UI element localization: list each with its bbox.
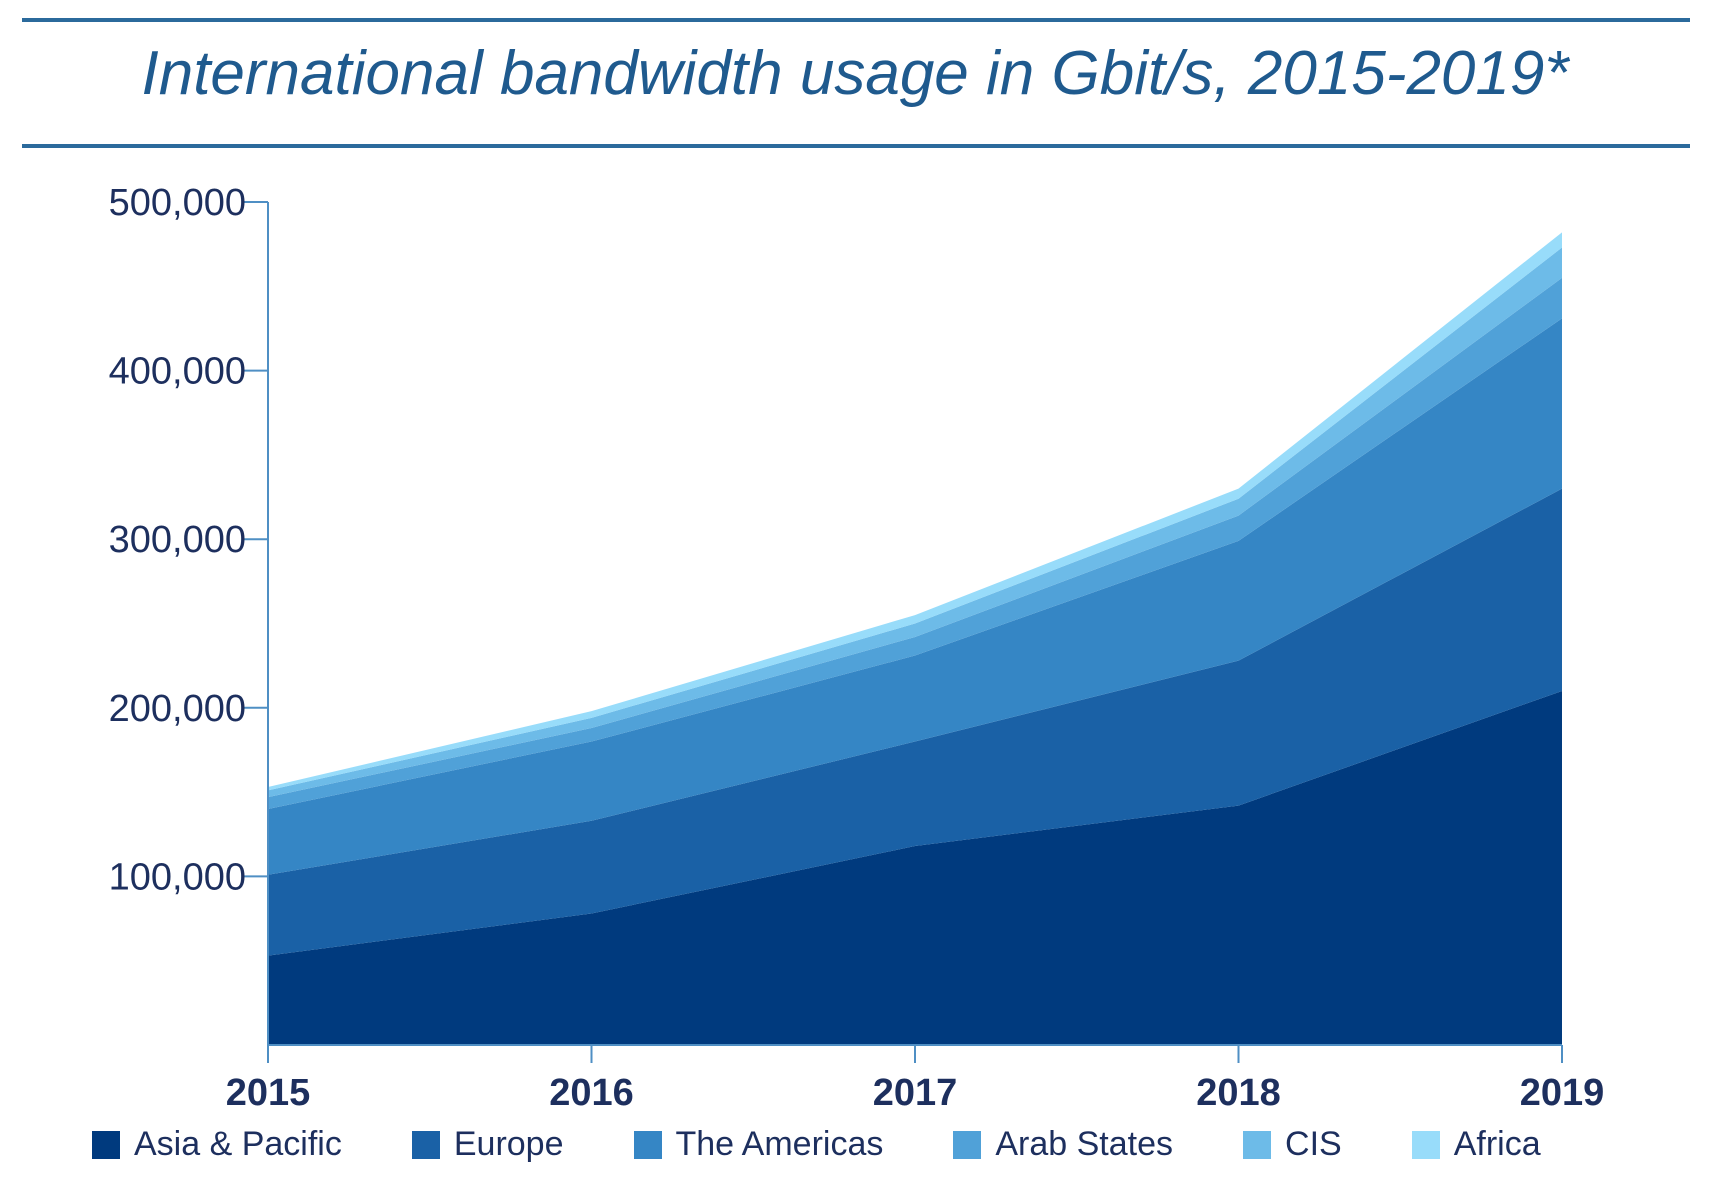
legend-label: Arab States bbox=[995, 1125, 1174, 1163]
legend-item-arab-states: Arab States bbox=[953, 1125, 1173, 1164]
x-tick-label: 2015 bbox=[226, 1072, 311, 1114]
legend-swatch bbox=[633, 1130, 662, 1159]
x-tick-label: 2018 bbox=[1196, 1072, 1281, 1114]
y-tick-label: 400,000 bbox=[109, 351, 246, 393]
y-tick-label: 100,000 bbox=[109, 856, 246, 898]
legend-item-cis: CIS bbox=[1243, 1125, 1342, 1164]
legend-item-the-americas: The Americas bbox=[633, 1125, 884, 1164]
chart-title: International bandwidth usage in Gbit/s,… bbox=[141, 39, 1569, 108]
area-the-americas bbox=[268, 318, 1562, 875]
legend-swatch bbox=[411, 1130, 440, 1159]
y-tick-label: 200,000 bbox=[109, 688, 246, 730]
legend-label: Africa bbox=[1453, 1125, 1541, 1163]
y-tick-label: 500,000 bbox=[109, 182, 246, 224]
x-tick-label: 2016 bbox=[549, 1072, 634, 1114]
legend-item-asia-pacific: Asia & Pacific bbox=[92, 1125, 342, 1164]
title-bottom-rule bbox=[22, 144, 1690, 148]
legend-label: Asia & Pacific bbox=[134, 1125, 342, 1163]
legend-swatch bbox=[1411, 1130, 1440, 1159]
title-top-rule bbox=[22, 18, 1690, 22]
legend-label: The Americas bbox=[675, 1125, 884, 1163]
legend-swatch bbox=[1243, 1130, 1272, 1159]
legend-item-africa: Africa bbox=[1411, 1125, 1541, 1164]
legend-item-europe: Europe bbox=[411, 1125, 564, 1164]
x-tick-label: 2019 bbox=[1520, 1072, 1605, 1114]
legend-swatch bbox=[953, 1130, 982, 1159]
area-europe bbox=[268, 488, 1562, 956]
y-tick-label: 300,000 bbox=[109, 519, 246, 561]
chart-legend: Asia & Pacific Europe The Americas Arab Sta… bbox=[92, 1125, 1611, 1164]
legend-label: CIS bbox=[1285, 1125, 1342, 1163]
x-tick-label: 2017 bbox=[873, 1072, 958, 1114]
legend-swatch bbox=[92, 1130, 120, 1159]
legend-label: Europe bbox=[453, 1125, 564, 1163]
area-asia-pacific bbox=[268, 690, 1562, 1045]
